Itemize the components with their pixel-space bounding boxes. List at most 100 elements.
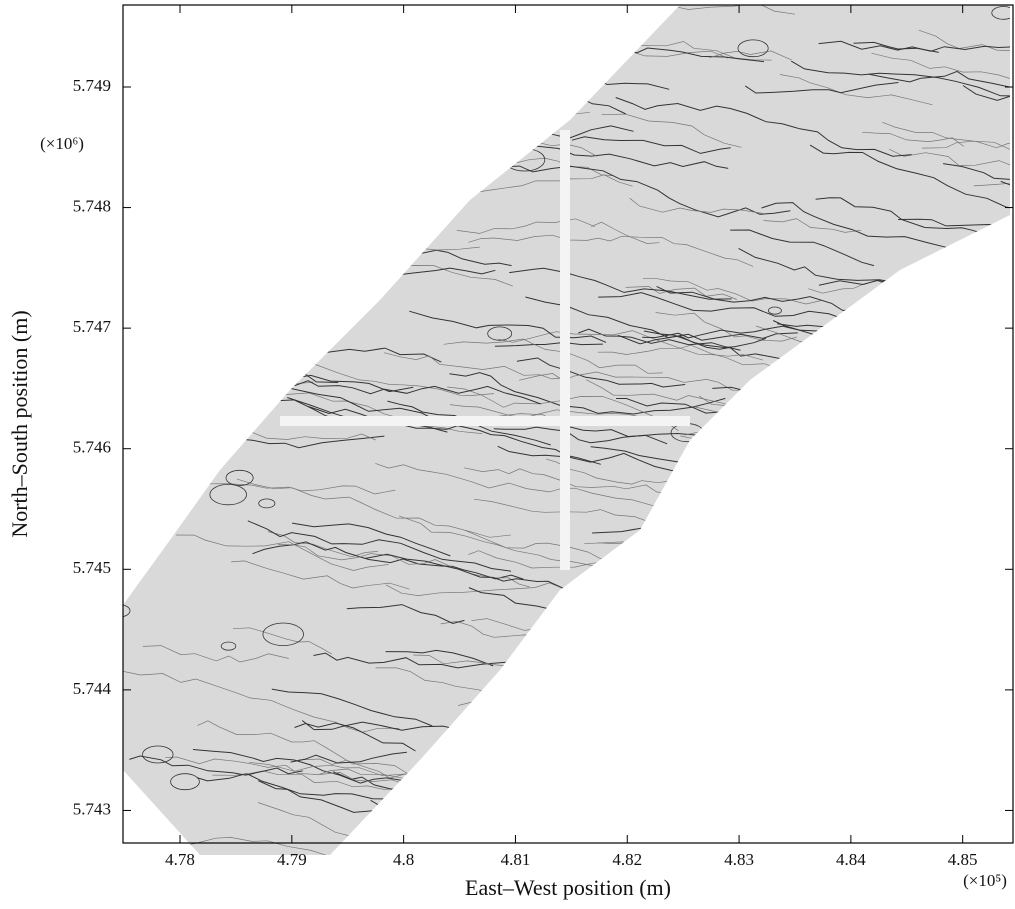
contour-ring [225, 469, 254, 486]
contour-line [268, 125, 475, 149]
contour-line [790, 60, 1010, 109]
contour-line [384, 352, 570, 380]
x-axis-title: East–West position (m) [465, 875, 671, 900]
contour-line [657, 821, 988, 855]
contour-line [815, 197, 1010, 253]
contour-ring [805, 381, 839, 401]
contour-ring [220, 641, 237, 651]
contour-line [496, 165, 791, 218]
contour-line [675, 693, 777, 714]
contour-line [551, 772, 807, 813]
contour-line [586, 379, 741, 409]
contour-line [212, 770, 426, 791]
contour-ring [892, 841, 925, 855]
contour-line [796, 363, 950, 377]
contour-line [887, 743, 1010, 763]
contour-line [271, 261, 347, 278]
contour-line [642, 626, 793, 652]
contour-line [625, 286, 738, 300]
contour-line [713, 784, 857, 810]
contour-line [213, 137, 351, 145]
contour-line [888, 625, 1010, 654]
contour-line [481, 798, 572, 810]
contour-line [314, 92, 522, 141]
contour-line [629, 197, 764, 214]
contour-line [997, 500, 1010, 507]
contour-line [815, 647, 945, 663]
contour-line [931, 587, 1010, 607]
contour-line [300, 374, 414, 393]
contour-line [237, 83, 495, 124]
contour-line [913, 359, 1010, 392]
contour-line [918, 615, 1010, 637]
contour-line [642, 277, 821, 305]
contour-line [728, 694, 1009, 744]
contour-line [267, 531, 378, 558]
contour-ring [130, 239, 160, 257]
contour-line [509, 267, 732, 300]
contour-line [130, 65, 271, 80]
contour-ring [557, 760, 597, 783]
contour-line [385, 582, 597, 596]
contour-line [694, 406, 1010, 446]
contour-line [684, 426, 932, 478]
contour-line [905, 589, 1010, 610]
plot-frame [122, 4, 1014, 844]
contour-line [165, 756, 409, 780]
contour-line [169, 138, 292, 150]
contour-ring [939, 426, 967, 442]
contour-line [346, 604, 465, 625]
contour-line [597, 542, 762, 562]
contour-line [277, 544, 530, 588]
contour-line [498, 330, 764, 361]
contour-line [943, 428, 1010, 476]
contour-line [918, 29, 1010, 74]
contour-line [980, 611, 1010, 637]
contour-line [451, 756, 573, 769]
contour-line [661, 694, 923, 720]
contour-line [271, 688, 433, 727]
contour-line [423, 837, 548, 846]
contour-line [409, 310, 607, 343]
contour-line [129, 755, 303, 776]
contour-line [462, 710, 708, 747]
contour-line [875, 546, 1010, 565]
contour-line [722, 451, 1010, 484]
contour-ring [891, 458, 908, 468]
contour-line [981, 775, 1010, 804]
contour-ring [782, 533, 802, 546]
contour-line [232, 627, 332, 655]
y-scale-label: (×10⁶) [40, 134, 84, 153]
contour-line [497, 445, 705, 482]
contour-line [257, 802, 368, 836]
contour-line [447, 386, 679, 431]
contour-line [588, 644, 701, 678]
contour-line [895, 315, 976, 355]
contour-line [655, 312, 797, 342]
contour-line [144, 379, 314, 389]
contour-line [841, 667, 941, 677]
x-tick-label: 4.79 [277, 850, 307, 869]
contour-line [773, 706, 940, 733]
contour-line [744, 82, 899, 94]
contour-line [142, 645, 289, 663]
contour-line [672, 657, 833, 691]
contour-line [247, 520, 512, 572]
contour-line [897, 340, 1010, 407]
contour-line [834, 430, 1010, 454]
contour-line [725, 555, 976, 597]
contour-ring [768, 306, 782, 315]
contour-line [951, 341, 1010, 364]
contour-ring [740, 783, 771, 801]
contour-line [148, 140, 283, 158]
contour-field [123, 5, 1010, 855]
contour-line [571, 136, 731, 154]
contour-line [761, 202, 988, 249]
contour-line [691, 760, 892, 780]
contour-line [614, 827, 787, 837]
contour-ring [313, 178, 327, 186]
contour-line [292, 522, 451, 557]
contour-line [680, 460, 939, 502]
x-tick-label: 4.81 [501, 850, 531, 869]
contour-line [635, 779, 749, 802]
